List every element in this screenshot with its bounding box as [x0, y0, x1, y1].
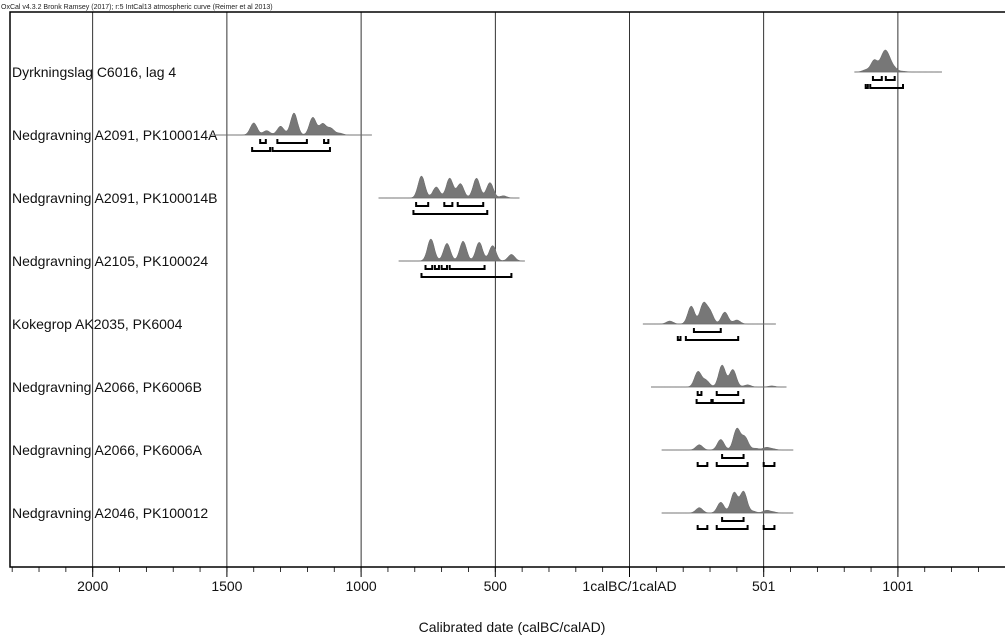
x-axis-ticks: 2000 1500 1000 500 1calBC/1calAD 501 1001 [11, 567, 979, 594]
sample-row: Kokegrop AK2035, PK6004 [12, 301, 776, 341]
range-95-bracket [762, 462, 776, 467]
range-68-bracket [692, 328, 722, 333]
range-95-bracket [762, 525, 776, 530]
range-95-bracket [695, 399, 713, 404]
tick-label: 501 [752, 578, 776, 594]
plot-frame [9, 11, 1005, 568]
tick-label: 2000 [77, 578, 108, 594]
probability-distribution [398, 238, 525, 262]
range-95-bracket [864, 84, 869, 89]
range-68-bracket [884, 76, 896, 81]
range-68-bracket [415, 202, 430, 207]
sample-row: Nedgravning A2105, PK100024 [12, 238, 525, 278]
probability-distribution [642, 301, 776, 325]
tick-label: 1calBC/1calAD [582, 578, 676, 594]
range-68-bracket [440, 265, 448, 270]
grid-lines [92, 12, 899, 567]
probability-distribution [661, 490, 794, 514]
range-95-bracket [251, 147, 272, 152]
range-95-bracket [271, 147, 331, 152]
sample-row: Nedgravning A2091, PK100014A [12, 112, 372, 152]
range-68-bracket [259, 139, 267, 144]
range-95-bracket [715, 525, 749, 530]
range-95-bracket [696, 525, 709, 530]
range-95-bracket [696, 462, 709, 467]
sample-row: Dyrkningslag C6016, lag 4 [12, 49, 942, 89]
probability-distribution [854, 49, 942, 73]
range-95-bracket [676, 336, 682, 341]
range-95-bracket [869, 84, 904, 89]
sample-label: Nedgravning A2046, PK100012 [12, 505, 208, 521]
range-68-bracket [721, 454, 745, 459]
range-68-bracket [443, 202, 454, 207]
range-95-bracket [684, 336, 740, 341]
range-68-bracket [448, 265, 486, 270]
tick-label: 1001 [882, 578, 913, 594]
sample-label: Nedgravning A2091, PK100014A [12, 127, 218, 143]
sample-label: Nedgravning A2066, PK6006B [12, 379, 202, 395]
x-axis-title: Calibrated date (calBC/calAD) [419, 619, 606, 635]
sample-row: Nedgravning A2046, PK100012 [12, 490, 794, 530]
sample-rows: Dyrkningslag C6016, lag 4 Nedgravning A20… [12, 49, 942, 530]
range-95-bracket [711, 399, 745, 404]
probability-distribution [651, 364, 787, 388]
probability-distribution [378, 175, 520, 199]
probability-distribution [661, 427, 794, 451]
range-95-bracket [715, 462, 749, 467]
sample-row: Nedgravning A2066, PK6006A [12, 427, 794, 467]
range-68-bracket [715, 391, 740, 396]
range-95-bracket [420, 273, 513, 278]
sample-label: Nedgravning A2066, PK6006A [12, 442, 203, 458]
range-68-bracket [323, 139, 330, 144]
range-68-bracket [721, 517, 745, 522]
range-68-bracket [424, 265, 434, 270]
sample-row: Nedgravning A2091, PK100014B [12, 175, 520, 215]
range-68-bracket [696, 391, 703, 396]
sample-label: Nedgravning A2091, PK100014B [12, 190, 218, 206]
tick-label: 1500 [211, 578, 242, 594]
tick-label: 1000 [346, 578, 377, 594]
range-95-bracket [412, 210, 489, 215]
sample-label: Dyrkningslag C6016, lag 4 [12, 64, 176, 80]
range-68-bracket [433, 265, 440, 270]
sample-label: Kokegrop AK2035, PK6004 [12, 316, 183, 332]
range-68-bracket [871, 76, 883, 81]
sample-row: Nedgravning A2066, PK6006B [12, 364, 787, 404]
range-68-bracket [276, 139, 308, 144]
tick-label: 500 [484, 578, 508, 594]
sample-label: Nedgravning A2105, PK100024 [12, 253, 208, 269]
header-caption: OxCal v4.3.2 Bronk Ramsey (2017); r:5 In… [1, 4, 273, 11]
probability-distribution [209, 112, 372, 136]
range-68-bracket [456, 202, 485, 207]
